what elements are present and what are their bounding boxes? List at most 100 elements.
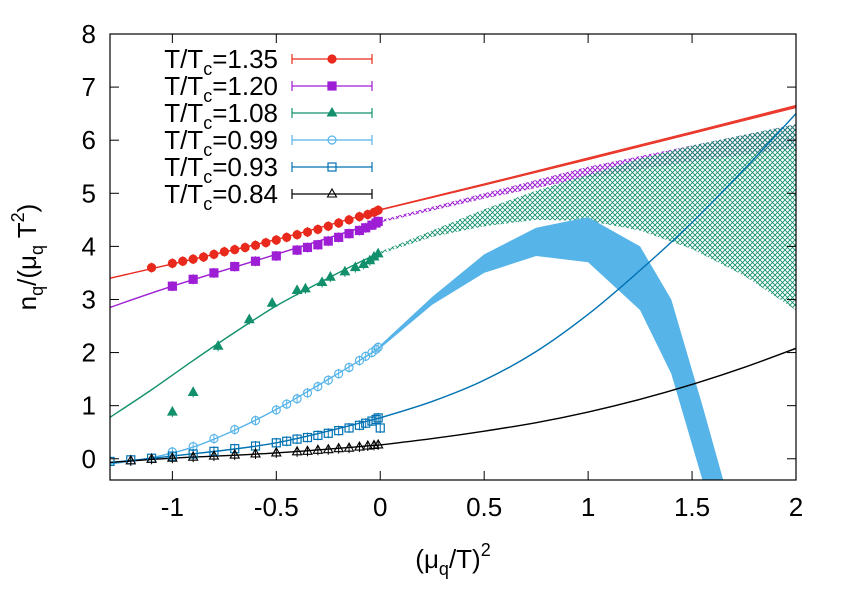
data-point xyxy=(354,355,365,366)
data-point xyxy=(302,242,313,253)
data-point xyxy=(373,342,383,352)
legend-label-1: T/Tc=1.35 xyxy=(164,44,278,79)
data-point xyxy=(291,284,303,295)
legend-label-2: T/Tc=1.20 xyxy=(164,71,278,106)
data-point xyxy=(323,375,333,385)
data-point xyxy=(125,454,137,465)
data-point xyxy=(312,444,324,454)
fit-line-6 xyxy=(110,444,381,464)
data-point xyxy=(373,205,383,215)
data-point xyxy=(349,261,361,272)
uncertainty-bands xyxy=(379,104,796,480)
data-point xyxy=(313,381,323,392)
data-point xyxy=(230,244,240,255)
data-point xyxy=(188,254,198,264)
data-point xyxy=(373,413,383,423)
data-point xyxy=(250,240,261,250)
legend-label-6: T/Tc=0.84 xyxy=(164,179,278,214)
y-tick-label: 7 xyxy=(82,72,96,102)
data-markers xyxy=(110,205,385,467)
data-point xyxy=(302,432,313,443)
x-tick-label: 1.5 xyxy=(674,492,710,522)
data-point xyxy=(208,449,220,460)
data-point xyxy=(373,216,383,227)
data-point xyxy=(371,344,381,354)
legend: T/Tc=1.35T/Tc=1.20T/Tc=1.08T/Tc=0.99T/Tc… xyxy=(164,44,373,214)
data-point xyxy=(178,256,188,266)
legend-marker-6 xyxy=(326,187,338,198)
data-point xyxy=(188,274,198,284)
data-point xyxy=(292,245,302,255)
data-point xyxy=(302,388,313,398)
data-point xyxy=(334,218,344,228)
y-axis-title: nq/(μq T2) xyxy=(8,204,47,311)
data-point xyxy=(166,452,178,462)
curve-5 xyxy=(380,113,796,419)
data-point xyxy=(372,438,384,449)
plot-frame xyxy=(109,33,797,481)
data-point xyxy=(344,215,354,225)
legend-marker-5 xyxy=(327,162,337,172)
data-point xyxy=(362,439,374,450)
data-point xyxy=(146,453,158,463)
legend-label-5: T/Tc=0.93 xyxy=(164,152,278,187)
data-point xyxy=(292,230,302,240)
data-point xyxy=(323,236,333,246)
data-point xyxy=(271,251,281,261)
data-point xyxy=(354,212,365,222)
data-point xyxy=(343,442,355,452)
data-point xyxy=(375,423,385,433)
data-point xyxy=(229,448,241,459)
curve-6 xyxy=(380,347,796,446)
data-point xyxy=(333,442,345,453)
x-tick-label: 2 xyxy=(789,492,803,522)
data-point xyxy=(282,436,292,446)
y-tick-label: 2 xyxy=(82,338,96,368)
data-point xyxy=(240,242,250,253)
data-point xyxy=(187,386,199,396)
data-point xyxy=(339,265,351,276)
x-axis-title: (μq/T)2 xyxy=(415,540,490,579)
data-point xyxy=(299,282,311,293)
y-tick-label: 3 xyxy=(82,284,96,314)
data-point xyxy=(354,420,365,430)
x-tick-label: 0 xyxy=(373,492,387,522)
data-point xyxy=(316,276,328,287)
data-point xyxy=(291,445,303,456)
data-point xyxy=(322,443,334,454)
data-point xyxy=(212,340,224,350)
data-point xyxy=(344,362,354,373)
data-point xyxy=(334,426,344,436)
data-point xyxy=(230,261,240,272)
data-point xyxy=(230,424,240,435)
data-point xyxy=(323,221,333,231)
data-point xyxy=(323,428,333,438)
data-point xyxy=(250,447,261,458)
data-point xyxy=(261,238,271,248)
y-tick-label: 8 xyxy=(82,19,96,49)
data-point xyxy=(250,256,261,266)
data-point xyxy=(167,281,177,291)
x-tick-label: -0.5 xyxy=(254,492,299,522)
data-point xyxy=(313,224,323,234)
data-point xyxy=(292,434,302,444)
y-tick-label: 5 xyxy=(82,178,96,208)
y-tick-label: 6 xyxy=(82,125,96,155)
fit-line-5 xyxy=(110,417,381,464)
band-1 xyxy=(379,104,796,211)
x-tick-label: -1 xyxy=(161,492,184,522)
legend-label-3: T/Tc=1.08 xyxy=(164,98,278,133)
data-point xyxy=(209,268,219,278)
legend-label-4: T/Tc=0.99 xyxy=(164,125,278,160)
y-tick-label: 1 xyxy=(82,391,96,421)
axis-ticks: -1 -0.5 0 0.5 1 1.5 2 0 1 2 3 4 5 6 7 8 xyxy=(82,19,804,522)
data-point xyxy=(266,297,278,307)
y-tick-label: 4 xyxy=(82,231,96,261)
data-point xyxy=(334,369,344,379)
data-point xyxy=(270,446,282,457)
data-point xyxy=(209,249,219,259)
data-point xyxy=(110,456,115,467)
band-4 xyxy=(380,217,724,480)
data-point xyxy=(243,313,255,324)
